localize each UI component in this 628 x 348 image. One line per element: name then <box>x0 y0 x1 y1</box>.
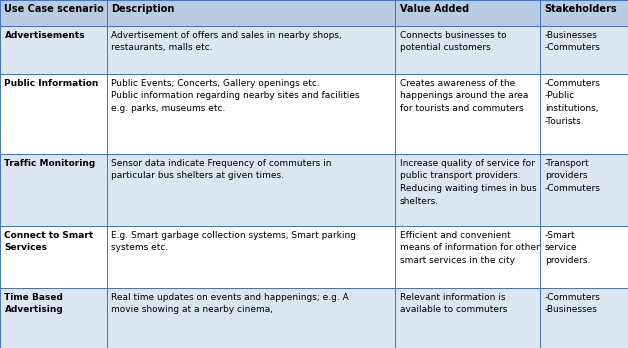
Text: Public Events; Concerts, Gallery openings etc.
Public information regarding near: Public Events; Concerts, Gallery opening… <box>111 79 360 113</box>
Bar <box>395 226 540 288</box>
Text: Advertisement of offers and sales in nearby shops,
restaurants, malls etc.: Advertisement of offers and sales in nea… <box>111 31 342 52</box>
Text: -Businesses
-Commuters: -Businesses -Commuters <box>544 31 600 52</box>
Text: Sensor data indicate Frequency of commuters in
particular bus shelters at given : Sensor data indicate Frequency of commut… <box>111 158 332 180</box>
Bar <box>540 74 628 154</box>
Bar <box>107 74 395 154</box>
Text: Description: Description <box>111 5 175 15</box>
Bar <box>107 288 395 348</box>
Bar <box>0 26 107 74</box>
Text: -Commuters
-Businesses: -Commuters -Businesses <box>544 293 600 314</box>
Text: Connects businesses to
potential customers: Connects businesses to potential custome… <box>399 31 506 52</box>
Text: Public Information: Public Information <box>4 79 99 87</box>
Bar <box>395 288 540 348</box>
Text: Advertisements: Advertisements <box>4 31 85 40</box>
Bar <box>540 154 628 226</box>
Bar <box>0 226 107 288</box>
Bar <box>107 0 395 26</box>
Text: E.g. Smart garbage collection systems, Smart parking
systems etc.: E.g. Smart garbage collection systems, S… <box>111 230 357 252</box>
Text: -Transport
providers
-Commuters: -Transport providers -Commuters <box>544 158 600 193</box>
Text: Relevant information is
available to commuters: Relevant information is available to com… <box>399 293 507 314</box>
Bar <box>0 74 107 154</box>
Bar <box>107 154 395 226</box>
Text: -Smart
service
providers.: -Smart service providers. <box>544 230 590 265</box>
Text: Connect to Smart
Services: Connect to Smart Services <box>4 230 94 252</box>
Bar <box>395 74 540 154</box>
Text: Stakeholders: Stakeholders <box>544 5 617 15</box>
Bar <box>0 0 107 26</box>
Bar <box>107 226 395 288</box>
Text: Efficient and convenient
means of information for other
smart services in the ci: Efficient and convenient means of inform… <box>399 230 539 265</box>
Bar <box>395 0 540 26</box>
Text: Increase quality of service for
public transport providers.
Reducing waiting tim: Increase quality of service for public t… <box>399 158 536 206</box>
Bar <box>0 288 107 348</box>
Bar <box>0 154 107 226</box>
Bar <box>540 0 628 26</box>
Text: Creates awareness of the
happenings around the area
for tourists and commuters: Creates awareness of the happenings arou… <box>399 79 528 113</box>
Text: Value Added: Value Added <box>399 5 468 15</box>
Text: Time Based
Advertising: Time Based Advertising <box>4 293 63 314</box>
Bar <box>107 26 395 74</box>
Text: Real time updates on events and happenings; e.g. A
movie showing at a nearby cin: Real time updates on events and happenin… <box>111 293 349 314</box>
Text: -Commuters
-Public
institutions,
-Tourists.: -Commuters -Public institutions, -Touris… <box>544 79 600 126</box>
Bar <box>540 26 628 74</box>
Bar <box>395 154 540 226</box>
Text: Use Case scenario: Use Case scenario <box>4 5 104 15</box>
Text: Traffic Monitoring: Traffic Monitoring <box>4 158 95 167</box>
Bar <box>395 26 540 74</box>
Bar <box>540 226 628 288</box>
Bar <box>540 288 628 348</box>
